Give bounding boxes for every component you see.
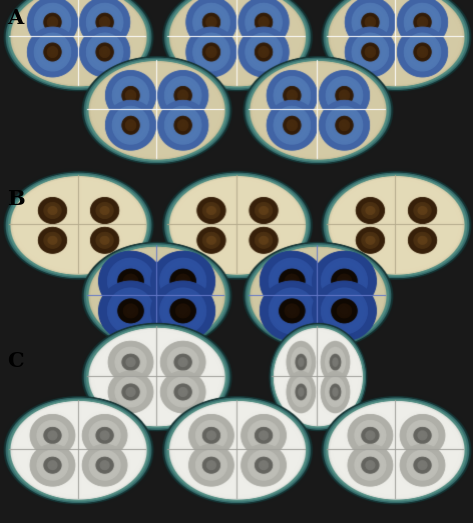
Text: C: C	[7, 351, 24, 371]
Text: B: B	[7, 189, 25, 209]
Text: A: A	[7, 8, 23, 28]
